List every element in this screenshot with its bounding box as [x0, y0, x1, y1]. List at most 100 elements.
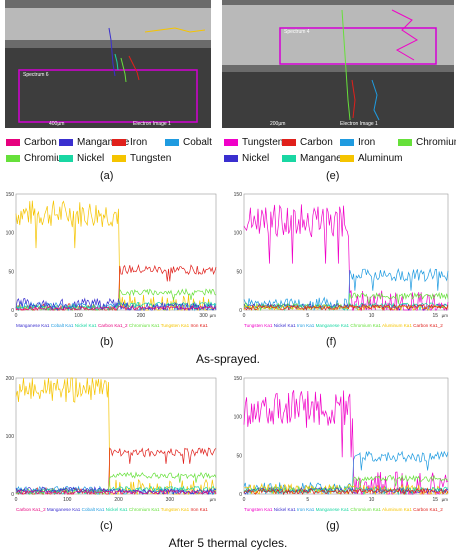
legend-item-chromium: Chromium: [6, 153, 70, 164]
legend-swatch: [112, 155, 126, 162]
series-line-carbon-ka1-2: [243, 303, 449, 312]
series-legend-entry: Iron Ka1: [190, 507, 208, 512]
series-legend-entry: Tungsten Ka1: [160, 507, 191, 512]
sem-image-a: Spectrum 6 400µm Electron Image 1: [5, 0, 211, 128]
y-tick-label: 100: [6, 434, 15, 440]
series-legend-entry: Manganese Ka1: [315, 323, 351, 328]
series-legend-entry: Tungsten Ka1: [160, 323, 191, 328]
x-tick-label: 100: [74, 313, 83, 319]
series-legend-entry: Iron Ka1: [296, 507, 316, 512]
x-tick-label: 200: [137, 313, 146, 319]
x-unit-label: µm: [210, 313, 217, 318]
legend-label: Chromium: [24, 153, 71, 164]
series-legend-entry: Nickel Ka1: [105, 507, 129, 512]
panel-label-f: (f): [326, 336, 337, 348]
series-legend-f: Tungsten Ka1 Nickel Ka1 Iron Ka1 Mangane…: [228, 323, 456, 328]
legend-item-cobalt: Cobalt: [165, 137, 212, 148]
series-legend-entry: Iron Ka1: [190, 323, 208, 328]
series-legend-entry: Carbon Ka1_2: [16, 507, 47, 512]
legend-item-tungsten: Tungsten: [224, 137, 283, 148]
series-line-tungsten-ka1: [15, 200, 217, 312]
x-unit-label: µm: [210, 497, 217, 502]
panel-label-b: (b): [100, 336, 114, 348]
legend-label: Tungsten: [242, 137, 284, 148]
y-tick-label: 200: [6, 376, 15, 382]
x-tick-label: 300: [166, 497, 175, 503]
chart-b: 0 50 100 150 0 100 200 300 µm Manganese Ka1 Cobal…: [0, 190, 222, 338]
legend-label: Tungsten: [130, 153, 172, 164]
series-legend-g: Tungsten Ka1 Nickel Ka1 Iron Ka1 Mangane…: [228, 507, 456, 512]
legend-swatch: [59, 155, 73, 162]
series-legend-entry: Aluminum Ka1: [382, 323, 414, 328]
x-tick-label: 0: [15, 313, 18, 319]
series-legend-entry: Nickel Ka1: [273, 323, 297, 328]
legend-label: Chromium: [416, 137, 456, 148]
legend-label: Iron: [358, 137, 376, 148]
legend-swatch: [398, 139, 412, 146]
series-legend-entry: Chromium Ka1: [128, 507, 161, 512]
x-tick-label: 0: [243, 497, 246, 503]
plot-frame: [243, 377, 449, 495]
chart-f: 0 50 100 150 0 5 10 15 µm Tungsten Ka1 Nickel Ka1…: [228, 190, 454, 338]
legend-item-tungsten: Tungsten: [112, 153, 171, 164]
legend-swatch: [165, 139, 179, 146]
series-legend-entry: Manganese Ka1: [315, 507, 351, 512]
series-line-aluminum-ka1: [243, 304, 449, 312]
legend-swatch: [112, 139, 126, 146]
series-legend-entry: Carbon Ka1_2: [413, 507, 443, 512]
series-legend-entry: Tungsten Ka1: [244, 507, 274, 512]
series-legend-entry: Tungsten Ka1: [244, 323, 274, 328]
sem-linescan-a: [18, 27, 206, 123]
legend-swatch: [6, 139, 20, 146]
image-caption-a: Electron Image 1: [133, 121, 171, 127]
plot-frame: [243, 193, 449, 311]
legend-swatch: [282, 155, 296, 162]
chart-c: 0 100 200 0 100 200 300 µm Carbon Ka1_2 Manganes…: [0, 374, 222, 522]
legend-swatch: [224, 155, 238, 162]
legend-swatch: [224, 139, 238, 146]
series-legend-b: Manganese Ka1 Cobalt Ka1 Nickel Ka1 Carb…: [0, 323, 238, 328]
series-line-chromium-ka1: [243, 474, 449, 496]
legend-swatch: [340, 139, 354, 146]
series-legend-c: Carbon Ka1_2 Manganese Ka1 Cobalt Ka1 Ni…: [0, 507, 238, 512]
legend-item-chromium: Chromium: [398, 137, 456, 148]
legend-item-carbon: Carbon: [6, 137, 57, 148]
x-tick-label: 0: [243, 313, 246, 319]
x-tick-label: 0: [15, 497, 18, 503]
series-legend-entry: Cobalt Ka1: [50, 323, 75, 328]
series-legend-entry: Chromium Ka1: [350, 507, 383, 512]
legend-label: Carbon: [300, 137, 333, 148]
x-unit-label: µm: [442, 313, 449, 318]
sem-image-e: Spectrum 4 200µm Electron Image 1: [222, 0, 454, 128]
y-tick-label: 0: [11, 308, 14, 314]
x-tick-label: 5: [306, 497, 309, 503]
spectrum-label-a: Spectrum 6: [23, 72, 49, 78]
series-line-manganese-ka1: [243, 485, 449, 496]
legend-swatch: [282, 139, 296, 146]
chart-svg-f: 0 50 100 150 0 5 10 15 µm: [234, 192, 449, 319]
y-tick-label: 0: [239, 308, 242, 314]
spectrum-label-e: Spectrum 4: [284, 29, 310, 35]
legend-item-manganese: Manganese: [282, 153, 352, 164]
x-tick-label: 15: [432, 497, 438, 503]
x-unit-label: µm: [442, 497, 449, 502]
series-legend-entry: Chromium Ka1: [128, 323, 161, 328]
caption-as-sprayed: As-sprayed.: [195, 352, 261, 366]
series-legend-entry: Nickel Ka1: [74, 323, 98, 328]
spectrum-box-e: [279, 27, 437, 65]
legend-label: Nickel: [77, 153, 105, 164]
series-line-carbon-ka1-2: [243, 487, 449, 496]
legend-label: Manganese: [300, 153, 353, 164]
x-tick-label: 5: [306, 313, 309, 319]
legend-item-iron: Iron: [340, 137, 375, 148]
series-legend-entry: Iron Ka1: [296, 323, 316, 328]
y-tick-label: 50: [236, 269, 242, 275]
x-tick-label: 200: [114, 497, 123, 503]
y-tick-label: 100: [234, 415, 243, 421]
legend-label: Manganese: [77, 137, 130, 148]
series-line-iron-ka1: [243, 267, 449, 311]
chart-svg-g: 0 50 100 150 0 5 10 15 µm: [234, 376, 449, 503]
x-tick-label: 100: [63, 497, 72, 503]
panel-label-e: (e): [326, 170, 340, 182]
x-tick-label: 10: [369, 313, 375, 319]
